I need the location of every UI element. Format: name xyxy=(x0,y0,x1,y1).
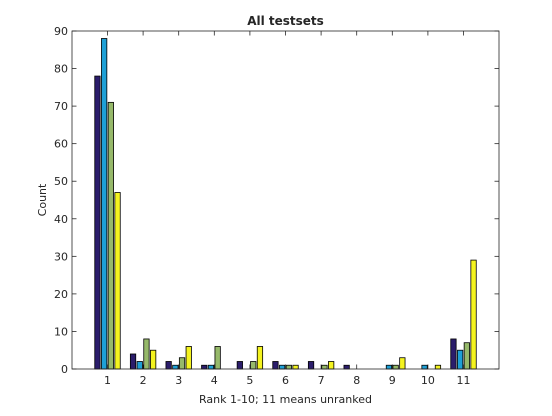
bar-series-3-rank-3 xyxy=(178,357,186,370)
bar-series-3-rank-5 xyxy=(250,361,257,370)
bar-series-3-rank-7 xyxy=(321,364,328,370)
x-tick-label: 9 xyxy=(389,374,396,387)
y-tick-label: 20 xyxy=(54,288,68,301)
bar-series-1-rank-3 xyxy=(165,361,172,370)
bar-series-3-rank-4 xyxy=(214,346,221,370)
bar-series-2-rank-9 xyxy=(385,364,393,370)
axes-group: 0 10 20 30 40 50 60 70 80 90 1 2 3 4 5 6 7 8 9 10 11 xyxy=(54,25,500,387)
x-tick-label: 8 xyxy=(353,374,360,387)
y-tick-label: 40 xyxy=(54,213,68,226)
y-tick-label: 0 xyxy=(61,363,68,376)
x-tick-label: 7 xyxy=(318,374,325,387)
bar-series-4-rank-11 xyxy=(470,259,477,370)
bar-series-4-rank-6 xyxy=(292,364,299,370)
x-tick-label: 6 xyxy=(282,374,289,387)
bar-series-1-rank-2 xyxy=(129,353,137,370)
bar-series-1-rank-4 xyxy=(201,364,208,370)
chart-title: All testsets xyxy=(247,14,324,28)
x-tick-label: 2 xyxy=(140,374,147,387)
bar-series-4-rank-5 xyxy=(256,346,264,370)
bar-series-2-rank-1 xyxy=(101,38,108,370)
x-tick-label: 4 xyxy=(211,374,218,387)
bar-series-1-rank-1 xyxy=(94,75,101,370)
bar-series-4-rank-2 xyxy=(150,349,157,370)
y-tick-label: 30 xyxy=(54,250,68,263)
y-tick-label: 10 xyxy=(54,325,68,338)
bar-series-3-rank-2 xyxy=(143,338,150,370)
x-tick-label: 11 xyxy=(457,374,471,387)
bar-series-1-rank-7 xyxy=(307,361,315,370)
bar-series-2-rank-10 xyxy=(421,364,428,370)
bar-series-4-rank-7 xyxy=(328,361,335,370)
y-tick-label: 80 xyxy=(54,63,68,76)
bar-series-1-rank-8 xyxy=(343,364,350,370)
bar-series-3-rank-6 xyxy=(285,364,292,370)
bar-series-4-rank-3 xyxy=(185,346,192,370)
bar-series-2-rank-2 xyxy=(136,361,143,370)
bar-series-4-rank-10 xyxy=(434,364,442,370)
x-tick-label: 3 xyxy=(175,374,182,387)
y-tick-label: 50 xyxy=(54,175,68,188)
bar-series-1-rank-6 xyxy=(272,361,279,370)
plot-area xyxy=(72,31,499,369)
bar-series-3-rank-1 xyxy=(107,101,114,370)
bar-series-2-rank-11 xyxy=(457,349,464,370)
y-axis-label: Count xyxy=(36,183,49,216)
x-axis-label: Rank 1-10; 11 means unranked xyxy=(199,393,372,406)
bar-series-4-rank-1 xyxy=(114,192,121,370)
bar-series-2-rank-3 xyxy=(172,364,179,370)
bar-series-3-rank-11 xyxy=(463,342,470,370)
bar-series-2-rank-6 xyxy=(279,364,286,370)
x-tick-label: 10 xyxy=(421,374,435,387)
bar-series-1-rank-5 xyxy=(236,361,243,370)
bar-series-1-rank-11 xyxy=(450,338,457,370)
bar-series-2-rank-4 xyxy=(207,364,215,370)
x-tick-label: 1 xyxy=(104,374,111,387)
y-tick-label: 60 xyxy=(54,138,68,151)
y-tick-label: 70 xyxy=(54,100,68,113)
bar-series-4-rank-9 xyxy=(399,357,406,370)
bar-series-3-rank-9 xyxy=(392,364,399,370)
bars-group xyxy=(94,38,477,370)
x-tick-label: 5 xyxy=(246,374,253,387)
y-tick-label: 90 xyxy=(54,25,68,38)
